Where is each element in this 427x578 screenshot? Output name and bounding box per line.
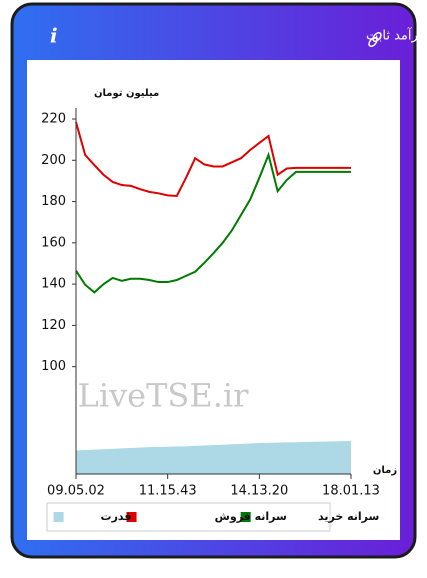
legend-label: سرانه فروش bbox=[215, 510, 287, 523]
legend-swatch bbox=[126, 512, 137, 522]
link-icon[interactable] bbox=[367, 31, 382, 48]
legend-swatch bbox=[53, 512, 64, 522]
legend-swatch bbox=[240, 512, 251, 522]
x-tick-label: 18.01.13 bbox=[322, 484, 380, 499]
legend-label: سرانه خرید bbox=[318, 510, 379, 523]
series-line bbox=[75, 151, 351, 294]
y-tick-label: 160 bbox=[41, 235, 66, 250]
y-tick-label: 200 bbox=[41, 153, 66, 168]
x-axis-label: زمان bbox=[373, 465, 397, 476]
header-title: سرانه ی خرید و فروش حقیقی در صندوق های د… bbox=[366, 27, 427, 44]
series-line bbox=[75, 121, 351, 198]
watermark: LiveTSE.ir bbox=[78, 377, 250, 415]
y-tick-label: 120 bbox=[41, 318, 66, 333]
x-tick-label: 14.13.20 bbox=[230, 484, 288, 499]
y-axis-label: میلیون تومان bbox=[94, 88, 159, 99]
power-area bbox=[76, 440, 351, 474]
y-tick-label: 180 bbox=[41, 194, 66, 209]
x-tick-label: 09.05.02 bbox=[47, 484, 105, 499]
y-tick-label: 140 bbox=[41, 277, 66, 292]
y-tick-label: 220 bbox=[41, 112, 66, 127]
legend bbox=[46, 502, 331, 532]
y-tick-label: 100 bbox=[41, 359, 66, 374]
x-tick-label: 11.15.43 bbox=[139, 484, 197, 499]
legend-label: قدرت bbox=[101, 510, 132, 523]
info-icon[interactable]: i bbox=[50, 24, 58, 48]
